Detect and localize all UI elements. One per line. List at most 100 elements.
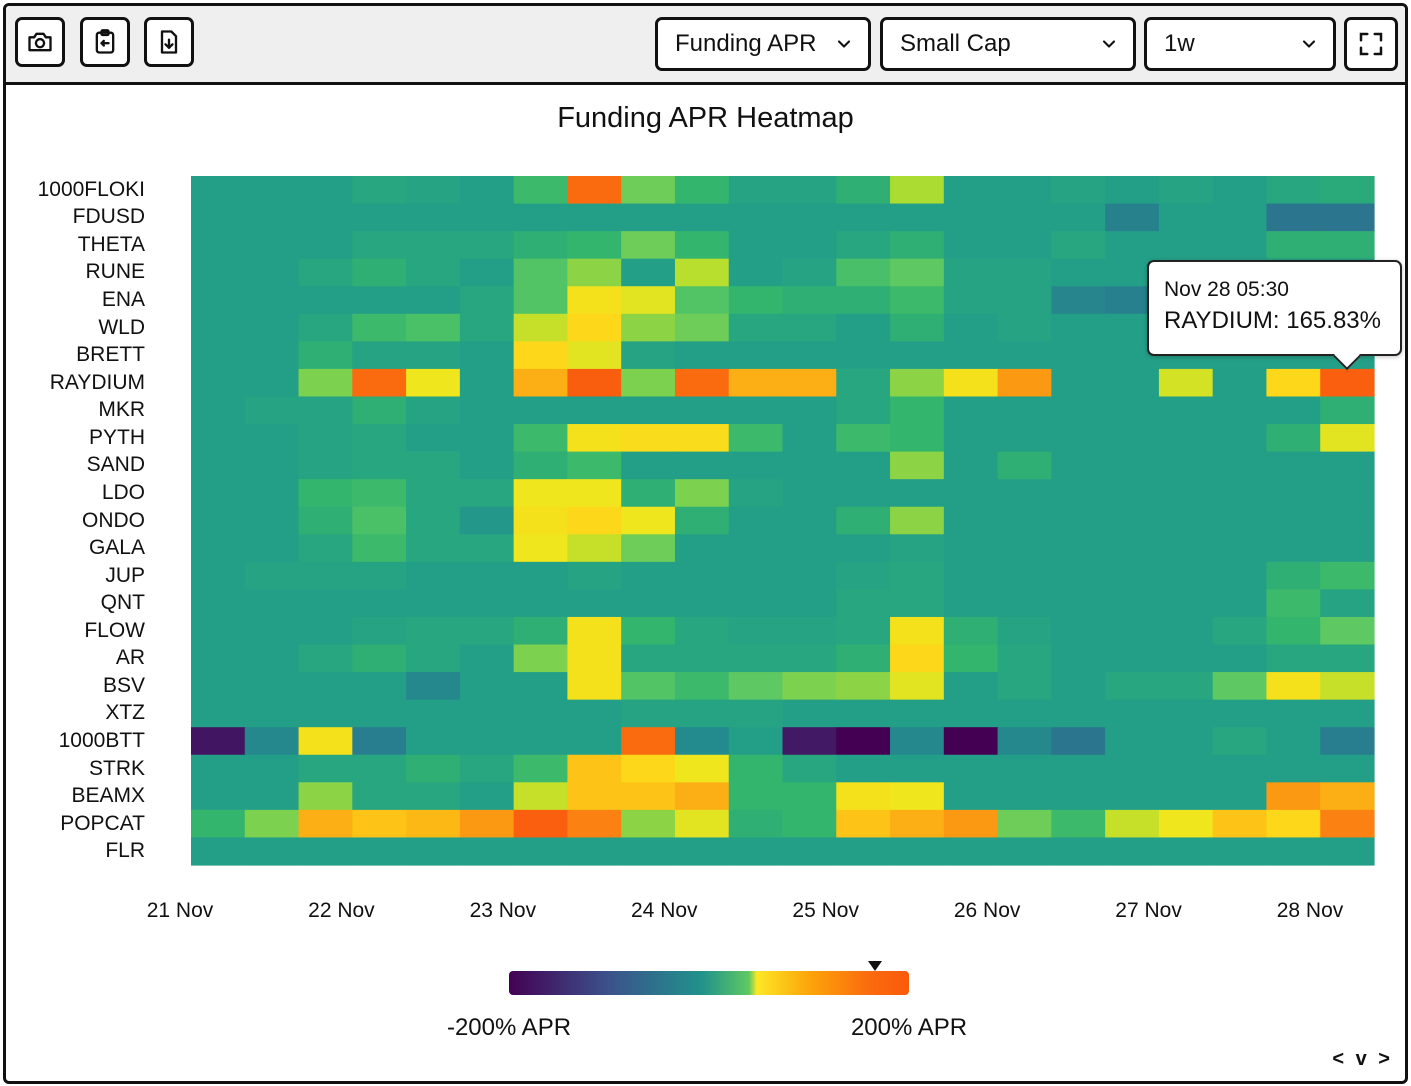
heatmap-cell[interactable]: [997, 699, 1052, 728]
heatmap-cell[interactable]: [567, 809, 622, 839]
heatmap-cell[interactable]: [836, 176, 891, 205]
heatmap-cell[interactable]: [406, 396, 461, 425]
heatmap-cell[interactable]: [567, 258, 622, 287]
heatmap-cell[interactable]: [1212, 424, 1268, 453]
heatmap-cell[interactable]: [513, 424, 569, 453]
heatmap-cell[interactable]: [406, 341, 461, 370]
heatmap-cell[interactable]: [352, 672, 407, 701]
heatmap-cell[interactable]: [459, 451, 515, 480]
heatmap-cell[interactable]: [621, 506, 676, 535]
heatmap-cell[interactable]: [298, 506, 353, 535]
heatmap-cell[interactable]: [191, 286, 246, 315]
heatmap-cell[interactable]: [298, 754, 353, 783]
heatmap-cell[interactable]: [836, 616, 891, 646]
heatmap-cell[interactable]: [943, 644, 999, 673]
heatmap-cell[interactable]: [782, 699, 837, 728]
heatmap-cell[interactable]: [406, 699, 461, 728]
heatmap-cell[interactable]: [1212, 616, 1268, 646]
heatmap-cell[interactable]: [459, 616, 515, 646]
heatmap-cell[interactable]: [352, 368, 407, 398]
heatmap-cell[interactable]: [621, 589, 676, 618]
heatmap-cell[interactable]: [244, 176, 300, 205]
heatmap-cell[interactable]: [352, 424, 407, 453]
heatmap-cell[interactable]: [1212, 782, 1268, 811]
heatmap-cell[interactable]: [621, 313, 676, 342]
heatmap-cell[interactable]: [459, 396, 515, 425]
heatmap-cell[interactable]: [943, 782, 999, 811]
heatmap-cell[interactable]: [943, 231, 999, 260]
cap-select[interactable]: Small Cap: [880, 17, 1136, 71]
heatmap-cell[interactable]: [782, 782, 837, 811]
heatmap-cell[interactable]: [836, 341, 891, 370]
heatmap-cell[interactable]: [782, 644, 837, 673]
heatmap-cell[interactable]: [244, 644, 300, 673]
heatmap-cell[interactable]: [298, 396, 353, 425]
heatmap-cell[interactable]: [459, 672, 515, 701]
heatmap-cell[interactable]: [352, 754, 407, 783]
heatmap-cell[interactable]: [406, 506, 461, 535]
heatmap-cell[interactable]: [728, 424, 784, 453]
heatmap-cell[interactable]: [997, 203, 1052, 232]
heatmap-cell[interactable]: [1320, 396, 1375, 425]
heatmap-cell[interactable]: [1105, 616, 1160, 646]
heatmap-cell[interactable]: [674, 313, 730, 342]
heatmap-cell[interactable]: [728, 341, 784, 370]
heatmap-cell[interactable]: [836, 286, 891, 315]
heatmap-cell[interactable]: [1266, 809, 1321, 839]
heatmap-cell[interactable]: [997, 644, 1052, 673]
heatmap-cell[interactable]: [406, 258, 461, 287]
heatmap-cell[interactable]: [191, 424, 246, 453]
heatmap-cell[interactable]: [782, 506, 837, 535]
heatmap-cell[interactable]: [352, 313, 407, 342]
heatmap-cell[interactable]: [728, 837, 784, 866]
heatmap-cell[interactable]: [191, 534, 246, 563]
heatmap-cell[interactable]: [621, 286, 676, 315]
heatmap-cell[interactable]: [567, 368, 622, 398]
heatmap-cell[interactable]: [782, 616, 837, 646]
heatmap-cell[interactable]: [352, 561, 407, 590]
heatmap-cell[interactable]: [244, 368, 300, 398]
heatmap-cell[interactable]: [782, 809, 837, 839]
heatmap-cell[interactable]: [1105, 424, 1160, 453]
heatmap-cell[interactable]: [890, 203, 945, 232]
heatmap-cell[interactable]: [943, 313, 999, 342]
heatmap-cell[interactable]: [298, 231, 353, 260]
heatmap-cell[interactable]: [621, 616, 676, 646]
heatmap-cell[interactable]: [1105, 727, 1160, 756]
heatmap-cell[interactable]: [836, 231, 891, 260]
heatmap-cell[interactable]: [1158, 396, 1214, 425]
heatmap-cell[interactable]: [191, 313, 246, 342]
heatmap-cell[interactable]: [406, 313, 461, 342]
heatmap-cell[interactable]: [1051, 176, 1106, 205]
heatmap-cell[interactable]: [298, 258, 353, 287]
heatmap-cell[interactable]: [1320, 644, 1375, 673]
heatmap-cell[interactable]: [621, 837, 676, 866]
heatmap-cell[interactable]: [244, 396, 300, 425]
heatmap-cell[interactable]: [836, 782, 891, 811]
heatmap-cell[interactable]: [674, 286, 730, 315]
heatmap-cell[interactable]: [298, 561, 353, 590]
heatmap-cell[interactable]: [513, 396, 569, 425]
heatmap-cell[interactable]: [567, 451, 622, 480]
heatmap-cell[interactable]: [1320, 727, 1375, 756]
heatmap-cell[interactable]: [406, 837, 461, 866]
heatmap-cell[interactable]: [1320, 754, 1375, 783]
heatmap-cell[interactable]: [459, 176, 515, 205]
heatmap-cell[interactable]: [1051, 727, 1106, 756]
heatmap-cell[interactable]: [890, 534, 945, 563]
heatmap-cell[interactable]: [244, 699, 300, 728]
heatmap-cell[interactable]: [1051, 451, 1106, 480]
heatmap-cell[interactable]: [943, 396, 999, 425]
heatmap-cell[interactable]: [836, 313, 891, 342]
heatmap-cell[interactable]: [836, 754, 891, 783]
heatmap-cell[interactable]: [1051, 286, 1106, 315]
heatmap-cell[interactable]: [997, 396, 1052, 425]
heatmap-cell[interactable]: [352, 782, 407, 811]
heatmap-cell[interactable]: [352, 534, 407, 563]
heatmap-cell[interactable]: [459, 837, 515, 866]
heatmap-cell[interactable]: [997, 782, 1052, 811]
heatmap-cell[interactable]: [890, 589, 945, 618]
heatmap-cell[interactable]: [728, 699, 784, 728]
heatmap-cell[interactable]: [406, 451, 461, 480]
heatmap-cell[interactable]: [1105, 534, 1160, 563]
